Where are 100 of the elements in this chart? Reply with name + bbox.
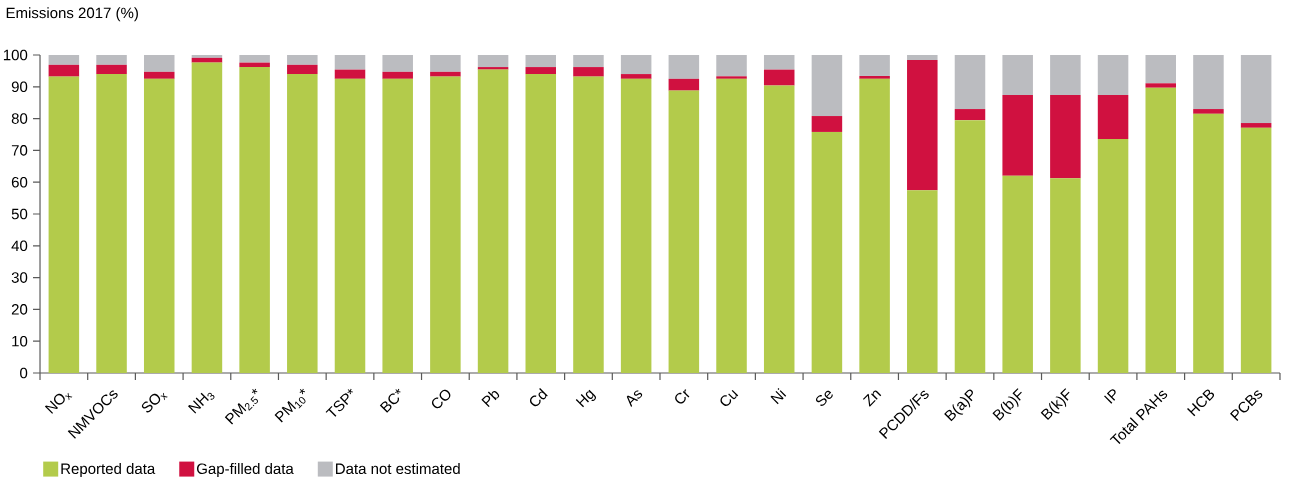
x-tick-label: PM$_{10}$*: [274, 388, 306, 423]
x-tick-label: IP: [1104, 389, 1116, 404]
bar: [716, 78, 747, 373]
legend-label: Reported data: [61, 463, 156, 478]
bar: [954, 109, 986, 121]
bar: [48, 76, 80, 373]
bar: [1193, 54, 1224, 110]
bar: [1002, 175, 1033, 373]
bar: [96, 64, 127, 75]
bar: [334, 54, 366, 70]
bar: [382, 78, 413, 373]
bar: [1050, 178, 1081, 373]
bar: [1240, 127, 1272, 373]
legend-label: Gap-filled data: [196, 463, 294, 478]
bar: [287, 74, 318, 373]
bar: [477, 67, 509, 70]
bar: [48, 54, 80, 65]
bar: [1097, 54, 1129, 96]
bar: [191, 57, 223, 63]
bar: [430, 54, 461, 72]
bar: [907, 190, 938, 373]
bar: [620, 54, 652, 75]
x-tick-label: Hg: [575, 389, 597, 408]
x-tick-label: As: [626, 390, 643, 407]
bar: [477, 54, 509, 68]
bar: [859, 75, 890, 79]
bar: [573, 54, 604, 68]
x-tick-label: NH$_{3}$: [188, 392, 215, 414]
bar: [1097, 95, 1129, 139]
bar: [811, 131, 843, 373]
bar: [334, 78, 366, 373]
y-tick-label: 0: [20, 367, 28, 379]
bar: [382, 71, 413, 79]
y-tick-label: 50: [11, 208, 28, 220]
x-tick-label: Cd: [529, 388, 548, 407]
y-tick-label: 90: [11, 81, 28, 93]
y-tick-label: 30: [11, 272, 28, 283]
bar: [1145, 83, 1177, 88]
x-tick-label: Se: [815, 390, 833, 406]
bar: [668, 78, 700, 91]
bar: [859, 54, 890, 76]
bar: [716, 76, 747, 79]
y-tick-label: 60: [11, 176, 28, 188]
x-tick-label: Cr: [675, 389, 690, 404]
bar: [1145, 54, 1177, 84]
bar: [1240, 54, 1272, 124]
x-tick-label: Pb: [481, 390, 500, 408]
bar: [763, 54, 795, 70]
bar: [525, 74, 557, 373]
bar: [763, 69, 795, 86]
bar: [191, 62, 223, 373]
bar: [573, 76, 604, 373]
bar: [143, 78, 175, 373]
bar: [1002, 95, 1033, 176]
bar: [620, 78, 652, 373]
x-tick-label: CO: [431, 389, 451, 409]
bar: [143, 54, 175, 72]
bar: [620, 74, 652, 79]
bar: [668, 54, 700, 79]
bar: [811, 116, 843, 132]
y-tick-label: 70: [11, 145, 28, 156]
x-tick-label: BC*: [379, 388, 401, 413]
bar: [573, 67, 604, 77]
bar: [48, 64, 80, 77]
legend-label: Data not estimated: [336, 463, 460, 475]
bar: [763, 85, 795, 373]
y-tick-label: 20: [11, 304, 28, 315]
y-tick-label: 100: [3, 49, 28, 61]
bar: [525, 67, 557, 75]
bar: [1193, 109, 1224, 114]
x-tick-label: SO$_{x}$: [141, 392, 168, 413]
bar: [1097, 138, 1129, 373]
bar: [907, 54, 938, 61]
bar: [1002, 54, 1033, 96]
bar: [239, 54, 270, 63]
bar: [1050, 54, 1081, 96]
y-axis-title: Emissions 2017 (%): [6, 7, 138, 22]
bar: [1145, 87, 1177, 373]
bar: [954, 120, 986, 373]
bar: [907, 60, 938, 191]
y-tick-label: 40: [11, 240, 28, 252]
y-tick-label: 10: [12, 335, 28, 347]
x-tick-label: Zn: [862, 390, 882, 407]
bar: [1240, 123, 1272, 128]
bar: [1193, 113, 1224, 373]
bar: [954, 54, 986, 110]
bar: [143, 71, 175, 79]
bar: [239, 67, 270, 373]
bar: [239, 62, 270, 68]
y-tick-label: 80: [11, 113, 28, 124]
x-tick-label: PM$_{2.5}$*: [224, 388, 258, 425]
bar: [287, 64, 318, 75]
bar: [96, 54, 127, 65]
bar: [859, 78, 890, 373]
x-tick-label: Ni: [770, 388, 787, 405]
bar: [430, 71, 461, 77]
bar: [477, 69, 509, 373]
bar: [525, 54, 557, 68]
bar: [382, 54, 413, 72]
bar: [716, 54, 747, 77]
